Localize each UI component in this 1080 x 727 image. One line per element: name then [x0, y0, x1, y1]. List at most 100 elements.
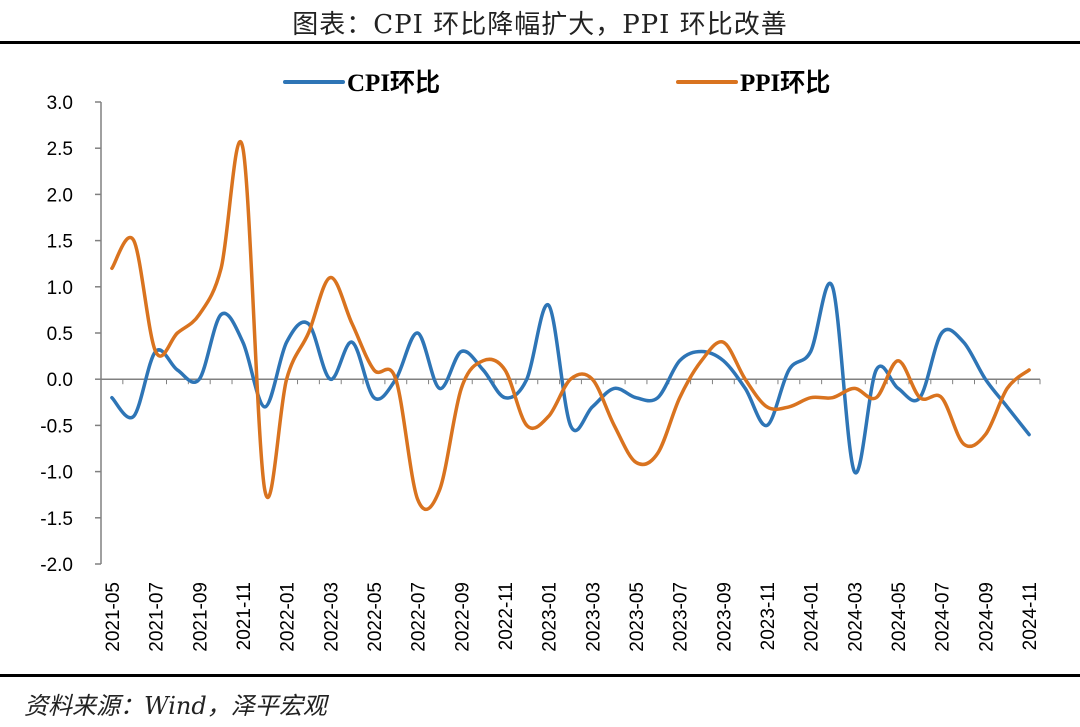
data-point-ppi [394, 377, 398, 381]
data-point-cpi [962, 340, 966, 344]
x-tick-label: 2024-07 [933, 582, 954, 652]
data-point-ppi [962, 442, 966, 446]
data-point-cpi [874, 368, 878, 372]
data-point-ppi [612, 423, 616, 427]
data-point-cpi [983, 377, 987, 381]
y-tick-label: 0.5 [47, 324, 73, 345]
series-line-cpi [110, 281, 1031, 475]
data-point-ppi [416, 497, 420, 501]
data-point-cpi [1005, 405, 1009, 409]
data-point-cpi [634, 396, 638, 400]
data-point-ppi [1005, 386, 1009, 390]
data-point-ppi [896, 359, 900, 363]
data-point-cpi [678, 359, 682, 363]
y-tick-label: -0.5 [40, 416, 73, 437]
x-tick-label: 2023-05 [627, 582, 648, 652]
data-point-cpi [459, 350, 463, 354]
data-point-ppi [831, 396, 835, 400]
data-point-cpi [787, 368, 791, 372]
data-point-ppi [743, 377, 747, 381]
y-tick-label: -1.0 [40, 463, 73, 484]
x-tick-label: 2021-11 [234, 582, 255, 650]
data-point-ppi [656, 451, 660, 455]
data-point-ppi [983, 433, 987, 437]
data-point-cpi [809, 350, 813, 354]
x-tick-label: 2021-07 [147, 582, 168, 652]
data-point-ppi [634, 460, 638, 464]
y-tick-label: 1.5 [47, 232, 73, 253]
data-point-cpi [896, 386, 900, 390]
data-point-cpi [743, 386, 747, 390]
data-point-cpi [569, 423, 573, 427]
data-point-cpi [852, 470, 856, 474]
data-point-ppi [350, 322, 354, 326]
data-point-ppi [700, 359, 704, 363]
data-point-ppi [197, 313, 201, 317]
data-point-cpi [175, 368, 179, 372]
x-tick-label: 2023-03 [583, 582, 604, 652]
x-tick-label: 2023-11 [758, 582, 779, 650]
x-tick-label: 2023-09 [714, 582, 735, 652]
data-point-cpi [110, 396, 114, 400]
series-line-ppi [110, 139, 1031, 512]
data-point-cpi [612, 386, 616, 390]
data-point-ppi [175, 331, 179, 335]
source-note: 资料来源：Wind，泽平宏观 [24, 692, 327, 720]
data-point-cpi [132, 414, 136, 418]
data-point-cpi [372, 396, 376, 400]
data-point-cpi [590, 405, 594, 409]
data-point-ppi [874, 396, 878, 400]
y-tick-label: 3.0 [47, 93, 73, 114]
data-point-ppi [940, 396, 944, 400]
x-tick-label: 2022-05 [365, 582, 386, 652]
y-tick-label: 2.0 [47, 185, 73, 206]
data-point-ppi [1027, 368, 1031, 372]
data-point-cpi [438, 386, 442, 390]
data-point-cpi [328, 377, 332, 381]
data-point-ppi [154, 350, 158, 354]
data-point-cpi [525, 377, 529, 381]
data-point-cpi [263, 405, 267, 409]
legend: CPI环比 PPI环比 [283, 69, 830, 97]
data-point-ppi [241, 146, 245, 150]
data-point-ppi [132, 239, 136, 243]
y-tick-label: -2.0 [40, 555, 73, 576]
data-point-ppi [765, 405, 769, 409]
y-tick-label: 0.0 [47, 370, 73, 391]
data-point-cpi [241, 340, 245, 344]
data-point-ppi [219, 266, 223, 270]
data-point-cpi [481, 368, 485, 372]
data-point-ppi [372, 368, 376, 372]
x-tick-label: 2024-11 [1020, 582, 1041, 650]
data-point-cpi [1027, 433, 1031, 437]
data-point-cpi [503, 396, 507, 400]
y-tick-label: 2.5 [47, 139, 73, 160]
y-tick-label: 1.0 [47, 278, 73, 299]
x-tick-label: 2024-09 [976, 582, 997, 652]
x-tick-label: 2023-07 [671, 582, 692, 652]
x-tick-label: 2024-03 [845, 582, 866, 652]
data-point-ppi [547, 414, 551, 418]
x-tick-label: 2022-07 [409, 582, 430, 652]
data-point-ppi [110, 266, 114, 270]
x-tick-label: 2022-01 [278, 582, 299, 652]
x-tick-label: 2024-01 [802, 582, 823, 652]
x-tick-label: 2022-09 [452, 582, 473, 652]
bottom-rule [0, 674, 1080, 677]
data-point-ppi [503, 368, 507, 372]
data-point-ppi [787, 405, 791, 409]
data-point-ppi [263, 488, 267, 492]
data-point-cpi [547, 303, 551, 307]
data-point-cpi [285, 340, 289, 344]
data-point-ppi [809, 396, 813, 400]
data-point-cpi [765, 423, 769, 427]
data-point-ppi [285, 377, 289, 381]
x-tick-label: 2022-03 [321, 582, 342, 652]
x-tick-label: 2021-05 [103, 582, 124, 652]
data-point-cpi [416, 331, 420, 335]
data-point-cpi [656, 396, 660, 400]
legend-label-ppi: PPI环比 [740, 69, 830, 97]
data-point-ppi [590, 377, 594, 381]
data-point-ppi [525, 423, 529, 427]
